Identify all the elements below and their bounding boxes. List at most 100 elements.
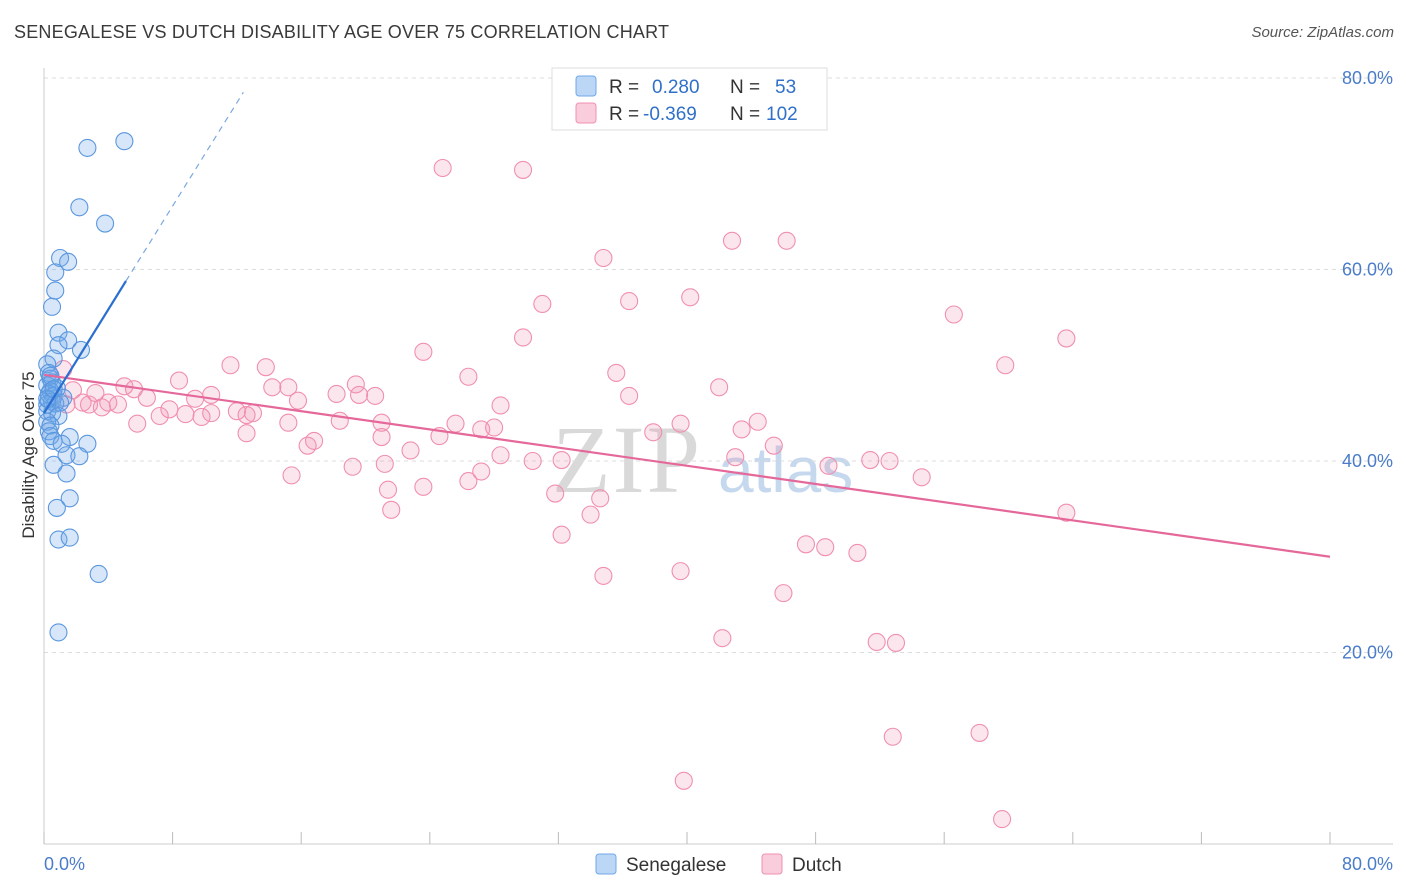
dutch-point-23 <box>710 378 729 397</box>
dutch-point-6 <box>681 288 700 307</box>
dutch-point-86 <box>796 535 816 554</box>
dutch-point-7 <box>533 294 552 314</box>
dutch-trend-line <box>43 373 1331 558</box>
senegalese-point-5 <box>59 252 78 271</box>
watermark: ZIP atlas <box>552 406 853 513</box>
dutch-point-10 <box>513 328 533 347</box>
axes <box>43 68 1393 845</box>
dutch-point-55 <box>128 414 147 433</box>
legend-r-value-2: -0.369 <box>643 104 697 125</box>
dutch-point-46 <box>176 405 195 424</box>
dutch-point-16 <box>607 363 626 382</box>
dutch-point-39 <box>108 395 127 414</box>
dutch-point-88 <box>848 543 867 562</box>
dutch-point-98 <box>993 810 1012 829</box>
dutch-point-85 <box>552 525 571 544</box>
dutch-point-74 <box>472 462 491 481</box>
gridlines <box>44 77 1393 653</box>
dutch-point-4 <box>594 248 613 268</box>
senegalese-point-40 <box>57 446 76 465</box>
dutch-point-67 <box>491 446 510 465</box>
dutch-point-0 <box>433 158 452 178</box>
y-tick-label-2: 40.0% <box>1342 451 1393 471</box>
watermark-zip: ZIP <box>552 406 702 513</box>
dutch-point-14 <box>256 358 275 377</box>
senegalese-point-8 <box>42 297 62 316</box>
senegalese-point-45 <box>47 498 66 517</box>
legend-n-value-2: 102 <box>766 104 798 125</box>
dutch-point-53 <box>279 413 298 432</box>
senegalese-point-6 <box>46 263 65 282</box>
dutch-point-17 <box>459 367 478 386</box>
dutch-point-70 <box>861 450 880 470</box>
dutch-point-84 <box>1057 503 1076 522</box>
dutch-point-48 <box>150 406 169 426</box>
dutch-point-41 <box>92 398 111 417</box>
dutch-point-76 <box>912 468 931 487</box>
series-dutch-points <box>54 158 1076 829</box>
x-tick-label-1: 80.0% <box>1342 854 1393 874</box>
dutch-point-87 <box>816 538 835 557</box>
dutch-point-28 <box>202 385 221 404</box>
senegalese-point-38 <box>52 434 71 453</box>
dutch-point-80 <box>546 484 565 503</box>
legend-r-label-1: R = <box>609 77 639 98</box>
dutch-point-22 <box>279 378 298 397</box>
dutch-point-21 <box>263 378 282 397</box>
dutch-point-11 <box>414 342 433 361</box>
source-credit: Source: ZipAtlas.com <box>1251 24 1394 41</box>
dutch-point-5 <box>620 292 639 311</box>
dutch-point-71 <box>880 451 899 471</box>
dutch-point-72 <box>375 454 394 473</box>
senegalese-point-48 <box>89 564 108 584</box>
bottom-legend-swatch-dutch <box>761 853 783 875</box>
dutch-point-92 <box>713 629 732 648</box>
dutch-point-19 <box>346 375 365 394</box>
dutch-point-29 <box>350 385 369 404</box>
x-tick-labels: 0.0% 80.0% <box>44 854 1393 874</box>
dutch-point-60 <box>237 424 256 443</box>
legend-box <box>551 67 828 131</box>
dutch-point-40 <box>491 396 510 415</box>
dutch-point-27 <box>327 384 346 404</box>
senegalese-point-9 <box>49 323 68 342</box>
senegalese-point-11 <box>49 336 68 355</box>
dutch-point-9 <box>1057 329 1076 348</box>
y-axis-label: Disability Age Over 75 <box>19 371 38 538</box>
dutch-point-32 <box>137 388 156 407</box>
dutch-point-101 <box>644 423 663 442</box>
dutch-point-89 <box>594 566 613 585</box>
dutch-point-66 <box>401 441 420 460</box>
dutch-point-77 <box>459 472 478 491</box>
dutch-point-54 <box>748 412 767 431</box>
senegalese-trend-extension <box>125 92 244 282</box>
senegalese-point-44 <box>60 489 79 508</box>
dutch-point-47 <box>237 405 256 425</box>
legend-n-label-2: N = <box>730 104 760 125</box>
dutch-point-65 <box>764 436 783 455</box>
dutch-point-59 <box>732 420 751 439</box>
x-tick-label-0: 0.0% <box>44 854 85 874</box>
senegalese-point-10 <box>59 331 78 350</box>
senegalese-trend-line <box>43 280 127 414</box>
dutch-point-94 <box>886 633 906 652</box>
y-tick-label-0: 80.0% <box>1342 68 1393 88</box>
dutch-point-100 <box>523 451 542 471</box>
senegalese-point-2 <box>70 198 89 217</box>
dutch-point-44 <box>202 404 221 423</box>
dutch-point-68 <box>726 448 745 467</box>
dutch-point-75 <box>282 466 301 485</box>
legend-n-label-1: N = <box>730 77 760 98</box>
correlation-legend: R = 0.280 N = 53 R = -0.369 N = 102 <box>551 67 828 131</box>
dutch-point-33 <box>186 389 205 408</box>
legend-swatch-dutch <box>575 102 597 124</box>
senegalese-point-46 <box>49 530 68 549</box>
dutch-point-31 <box>620 386 639 405</box>
legend-swatch-senegalese <box>575 75 597 97</box>
dutch-point-3 <box>777 231 796 250</box>
senegalese-point-42 <box>44 455 63 474</box>
trend-lines <box>43 92 1331 558</box>
dutch-point-34 <box>288 391 308 410</box>
watermark-atlas: atlas <box>718 434 853 506</box>
